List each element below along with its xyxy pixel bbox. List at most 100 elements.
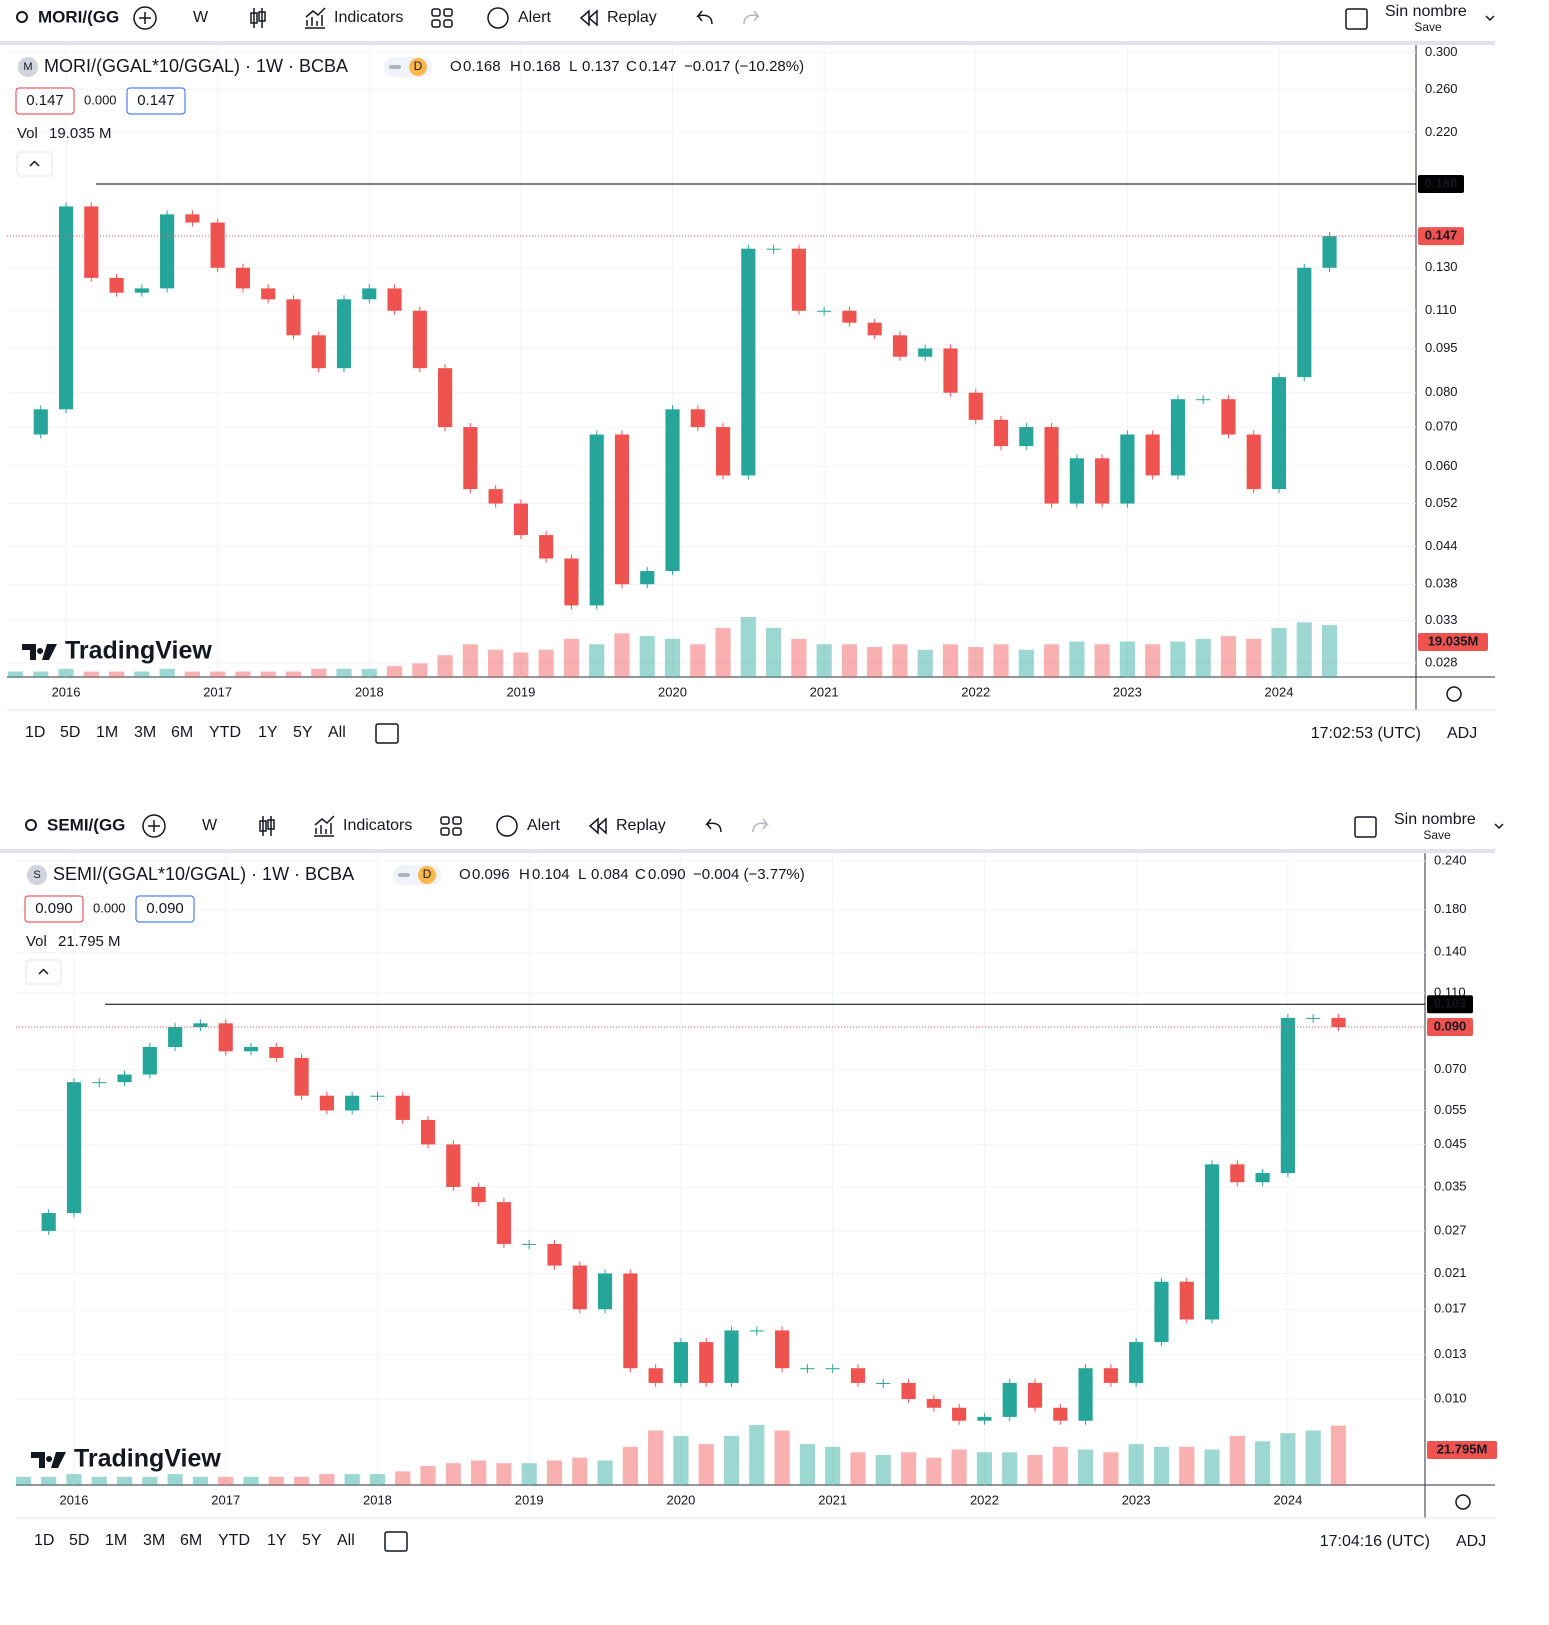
range-button[interactable]: 6M bbox=[180, 1532, 202, 1549]
layouts-icon[interactable] bbox=[452, 816, 462, 825]
candle-icon[interactable] bbox=[259, 816, 275, 836]
candle-body bbox=[58, 206, 74, 410]
volume-bar bbox=[210, 671, 226, 677]
volume-bar bbox=[673, 1435, 689, 1485]
candle-body bbox=[901, 1382, 916, 1400]
candle-body bbox=[269, 1047, 284, 1058]
volume-bar bbox=[917, 649, 933, 677]
plus-icon bbox=[139, 12, 151, 24]
menu-chevron[interactable] bbox=[1494, 823, 1504, 830]
save-link[interactable]: Save bbox=[1414, 20, 1442, 34]
x-tick-label: 2022 bbox=[970, 1492, 999, 1507]
redo-button[interactable] bbox=[743, 10, 760, 25]
collapse-button[interactable] bbox=[25, 959, 62, 985]
layouts-icon[interactable] bbox=[443, 8, 453, 17]
add-symbol[interactable] bbox=[133, 6, 157, 30]
collapse-button[interactable] bbox=[16, 151, 53, 177]
undo-button[interactable] bbox=[705, 818, 722, 833]
symbol-title[interactable]: MORI/(GGAL*10/GGAL) · 1W · BCBA bbox=[44, 56, 348, 76]
range-button[interactable]: 1D bbox=[34, 1532, 54, 1549]
layouts-icon[interactable] bbox=[431, 19, 441, 28]
replay-button[interactable]: Replay bbox=[616, 817, 666, 834]
replay-icon bbox=[588, 817, 607, 835]
layouts-icon[interactable] bbox=[431, 8, 441, 17]
ask-box[interactable] bbox=[135, 895, 195, 923]
layouts-icon[interactable] bbox=[440, 827, 450, 836]
range-button[interactable]: 5D bbox=[69, 1532, 89, 1549]
add-symbol[interactable] bbox=[142, 814, 166, 838]
volume-bar bbox=[942, 644, 959, 677]
undo-button[interactable] bbox=[696, 10, 713, 25]
volume-bar bbox=[1246, 638, 1262, 677]
ohlc-value: 0.147 bbox=[639, 58, 677, 75]
layouts-icon[interactable] bbox=[440, 816, 450, 825]
bid-box[interactable] bbox=[24, 895, 84, 923]
ask-box[interactable] bbox=[126, 87, 186, 115]
volume-bar bbox=[799, 1444, 815, 1485]
range-button[interactable]: 1Y bbox=[258, 724, 278, 741]
x-tick-label: 2022 bbox=[961, 684, 990, 699]
date-range-icon[interactable] bbox=[384, 1531, 408, 1552]
candle-body bbox=[488, 489, 503, 504]
candle-body bbox=[825, 1368, 840, 1370]
range-button[interactable]: 1M bbox=[96, 724, 118, 741]
range-button[interactable]: 5Y bbox=[302, 1532, 322, 1549]
range-button[interactable]: 3M bbox=[143, 1532, 165, 1549]
range-button[interactable]: YTD bbox=[218, 1532, 250, 1549]
range-button[interactable]: 1Y bbox=[267, 1532, 287, 1549]
candle-body bbox=[1280, 1017, 1295, 1174]
adjust-button[interactable]: ADJ bbox=[1456, 1533, 1486, 1550]
layout-name[interactable]: Sin nombre bbox=[1385, 3, 1467, 20]
save-link[interactable]: Save bbox=[1423, 828, 1451, 842]
interval-button[interactable]: W bbox=[202, 817, 218, 834]
alert-button[interactable]: Alert bbox=[527, 817, 560, 834]
layout-name[interactable]: Sin nombre bbox=[1394, 811, 1476, 828]
candle-body bbox=[370, 1095, 385, 1097]
range-button[interactable]: 6M bbox=[171, 724, 193, 741]
date-range-icon[interactable] bbox=[375, 723, 399, 744]
x-tick-label: 2021 bbox=[810, 684, 839, 699]
volume-bar bbox=[1296, 622, 1312, 677]
indicators-button[interactable]: Indicators bbox=[343, 817, 412, 834]
ask-price: 0.090 bbox=[146, 900, 184, 917]
symbol-title[interactable]: SEMI/(GGAL*10/GGAL) · 1W · BCBA bbox=[53, 864, 354, 884]
volume-bar bbox=[159, 668, 175, 677]
layout-checkbox[interactable] bbox=[1345, 8, 1368, 30]
layouts-icon[interactable] bbox=[443, 19, 453, 28]
candle-icon[interactable] bbox=[250, 8, 266, 28]
range-button[interactable]: YTD bbox=[209, 724, 241, 741]
range-button[interactable]: 1D bbox=[25, 724, 45, 741]
range-button[interactable]: 5D bbox=[60, 724, 80, 741]
volume-bar bbox=[66, 1474, 82, 1485]
y-tick-label: 0.095 bbox=[1425, 340, 1458, 355]
menu-chevron[interactable] bbox=[1485, 15, 1495, 22]
alert-button[interactable]: Alert bbox=[518, 9, 551, 26]
bid-box[interactable] bbox=[15, 87, 75, 115]
symbol-search[interactable]: SEMI/(GG bbox=[47, 815, 125, 834]
volume-bar bbox=[1128, 1444, 1144, 1485]
adjust-button[interactable]: ADJ bbox=[1447, 725, 1477, 742]
candle-body bbox=[1069, 458, 1084, 504]
range-button[interactable]: All bbox=[337, 1532, 355, 1549]
range-button[interactable]: All bbox=[328, 724, 346, 741]
layouts-icon[interactable] bbox=[452, 827, 462, 836]
x-tick-label: 2018 bbox=[363, 1492, 392, 1507]
volume-bar bbox=[369, 1474, 386, 1485]
replay-button[interactable]: Replay bbox=[607, 9, 657, 26]
clock[interactable]: 17:04:16 (UTC) bbox=[1320, 1533, 1430, 1550]
layout-checkbox[interactable] bbox=[1354, 816, 1377, 838]
redo-button[interactable] bbox=[752, 818, 769, 833]
candle-body bbox=[918, 348, 933, 357]
symbol-search[interactable]: MORI/(GG bbox=[38, 7, 119, 26]
interval-button[interactable]: W bbox=[193, 9, 209, 26]
candle-body bbox=[336, 299, 352, 369]
range-button[interactable]: 5Y bbox=[293, 724, 313, 741]
indicators-button[interactable]: Indicators bbox=[334, 9, 403, 26]
range-button[interactable]: 3M bbox=[134, 724, 156, 741]
axis-settings[interactable] bbox=[1455, 1494, 1471, 1510]
candle-body bbox=[496, 1202, 511, 1244]
axis-settings[interactable] bbox=[1446, 686, 1462, 702]
volume-bar bbox=[268, 1476, 284, 1485]
clock[interactable]: 17:02:53 (UTC) bbox=[1311, 725, 1421, 742]
range-button[interactable]: 1M bbox=[105, 1532, 127, 1549]
